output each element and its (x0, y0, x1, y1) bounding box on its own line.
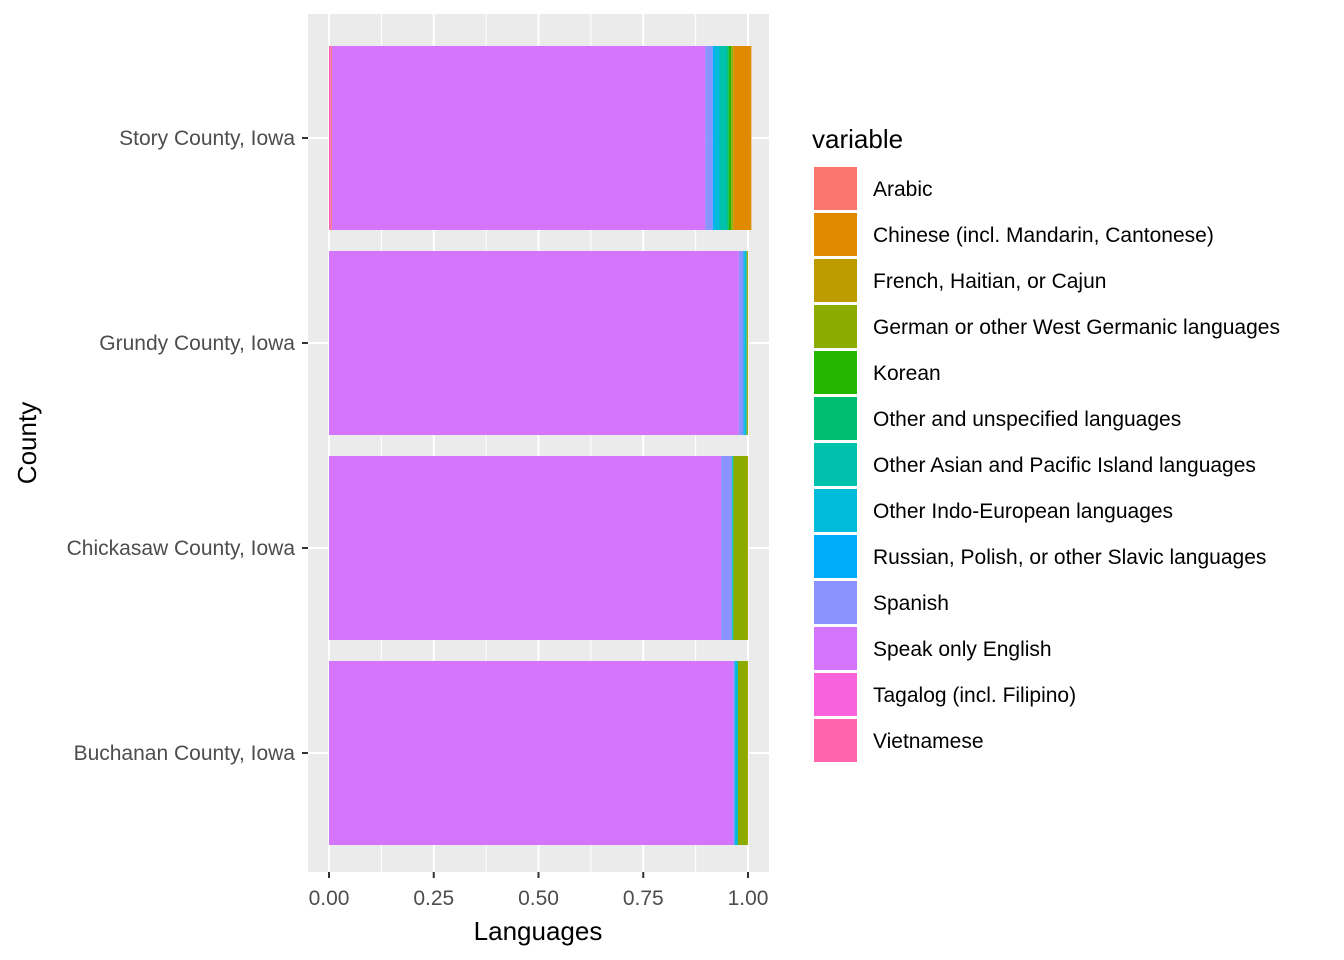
bar-segment (743, 251, 745, 435)
bar-segment (737, 661, 739, 845)
legend-key (814, 213, 857, 256)
legend-label: Chinese (incl. Mandarin, Cantonese) (873, 224, 1214, 247)
legend-key (814, 351, 857, 394)
bars (329, 46, 752, 845)
x-axis-title: Languages (474, 916, 603, 946)
bar-segment (721, 456, 732, 640)
legend-label: Other Asian and Pacific Island languages (873, 454, 1256, 477)
legend-label: Spanish (873, 592, 949, 615)
bar-segment (731, 46, 733, 230)
bar-segment (747, 661, 749, 845)
bar-segment (331, 46, 706, 230)
bar-segment (735, 661, 738, 845)
bar-segment (727, 46, 729, 230)
bar-segment (329, 46, 331, 230)
bar-segment (747, 456, 749, 640)
legend-key (814, 259, 857, 302)
bar-segment (744, 251, 747, 435)
legend-label: Other and unspecified languages (873, 408, 1181, 431)
x-tick-label: 0.50 (518, 887, 559, 910)
bar-segment (733, 661, 735, 845)
legend-key (814, 627, 857, 670)
legend-key (814, 443, 857, 486)
bar-segment (746, 251, 747, 435)
legend: variable Arabic Chinese (incl. Mandarin, … (812, 124, 1280, 762)
legend-key (814, 719, 857, 762)
legend-key (814, 581, 857, 624)
y-tick-label: Chickasaw County, Iowa (67, 537, 296, 560)
bar-segment (330, 46, 332, 230)
bar-segment (747, 251, 749, 435)
legend-key (814, 535, 857, 578)
bar-segment (329, 661, 734, 845)
bar-segment (731, 456, 733, 640)
bar-segment (329, 251, 739, 435)
bar-segment (733, 456, 748, 640)
x-tick-label: 0.25 (413, 887, 454, 910)
bar-segment (714, 46, 720, 230)
y-tick-label: Story County, Iowa (119, 127, 295, 150)
y-axis-title: County (12, 402, 42, 484)
bar-segment (738, 251, 744, 435)
x-tick-label: 0.00 (309, 887, 350, 910)
legend-label: German or other West Germanic languages (873, 316, 1280, 339)
bar-segment (331, 46, 332, 230)
bar-segment (728, 46, 732, 230)
legend-label: Tagalog (incl. Filipino) (873, 684, 1076, 707)
legend-key (814, 673, 857, 716)
legend-label: Other Indo-European languages (873, 500, 1173, 523)
bar-segment (732, 456, 733, 640)
legend-key (814, 397, 857, 440)
legend-label: French, Haitian, or Cajun (873, 270, 1106, 293)
bar-segment (732, 456, 734, 640)
bar-segment (705, 46, 713, 230)
bar-segment (719, 46, 728, 230)
bar-segment (733, 46, 752, 230)
legend-label: Vietnamese (873, 730, 984, 753)
y-tick-label: Grundy County, Iowa (99, 332, 295, 355)
legend-key (814, 305, 857, 348)
x-tick-label: 0.75 (623, 887, 664, 910)
bar-segment (329, 456, 722, 640)
legend-key (814, 167, 857, 210)
bar-segment (746, 251, 748, 435)
legend-label: Speak only English (873, 638, 1052, 661)
legend-title: variable (812, 124, 903, 154)
bar-segment (732, 46, 734, 230)
legend-key (814, 489, 857, 532)
bar-segment (737, 661, 748, 845)
y-tick-label: Buchanan County, Iowa (74, 742, 296, 765)
bar-segment (712, 46, 715, 230)
y-axis: Story County, Iowa Grundy County, Iowa Chi… (67, 127, 308, 765)
legend-label: Arabic (873, 178, 933, 201)
x-tick-label: 1.00 (728, 887, 769, 910)
bar-segment (734, 661, 736, 845)
legend-label: Russian, Polish, or other Slavic languag… (873, 546, 1266, 569)
legend-label: Korean (873, 362, 941, 385)
x-axis: 0.00 0.25 0.50 0.75 1.00 (309, 872, 769, 910)
